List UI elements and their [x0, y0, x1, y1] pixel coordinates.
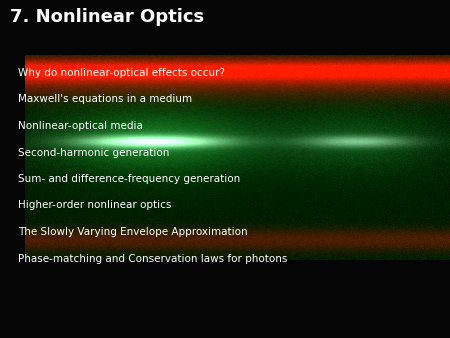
Text: Phase-matching and Conservation laws for photons: Phase-matching and Conservation laws for… — [18, 254, 288, 264]
Text: 7. Nonlinear Optics: 7. Nonlinear Optics — [10, 8, 204, 26]
Text: Why do nonlinear-optical effects occur?: Why do nonlinear-optical effects occur? — [18, 68, 225, 78]
Text: Higher-order nonlinear optics: Higher-order nonlinear optics — [18, 200, 171, 211]
Text: Sum- and difference-frequency generation: Sum- and difference-frequency generation — [18, 174, 240, 184]
Text: Nonlinear-optical media: Nonlinear-optical media — [18, 121, 143, 131]
Text: Second-harmonic generation: Second-harmonic generation — [18, 147, 169, 158]
Text: The Slowly Varying Envelope Approximation: The Slowly Varying Envelope Approximatio… — [18, 227, 248, 237]
Text: Maxwell's equations in a medium: Maxwell's equations in a medium — [18, 95, 192, 104]
